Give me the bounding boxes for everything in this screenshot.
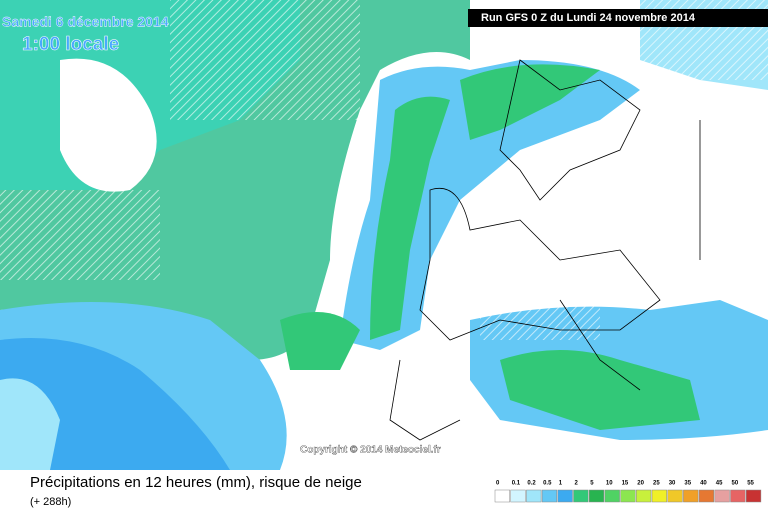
legend-label: 25 bbox=[653, 481, 660, 487]
legend-swatch bbox=[620, 489, 636, 503]
legend-swatch bbox=[698, 489, 715, 503]
legend-swatch bbox=[745, 489, 762, 503]
footer: Précipitations en 12 heures (mm), risque… bbox=[30, 474, 762, 508]
legend-label: 0.5 bbox=[543, 481, 552, 487]
legend-label: 2 bbox=[575, 481, 579, 487]
legend-label: 0.2 bbox=[527, 481, 536, 487]
borders bbox=[389, 59, 701, 441]
precip-area bbox=[0, 338, 230, 470]
legend-swatch bbox=[651, 489, 667, 503]
legend-swatch bbox=[494, 489, 510, 503]
legend-label: 15 bbox=[622, 481, 629, 487]
legend-swatch bbox=[683, 489, 699, 503]
map: Run GFS 0 Z du Lundi 24 novembre 2014 Sa… bbox=[0, 0, 768, 470]
legend-swatch bbox=[557, 489, 573, 503]
legend-label: 50 bbox=[732, 481, 739, 487]
footer-lead: (+ 288h) bbox=[30, 496, 71, 508]
legend-label: 0 bbox=[496, 481, 500, 487]
snow-hatch bbox=[0, 0, 768, 340]
legend-swatch bbox=[510, 489, 526, 503]
date-label: Samedi 6 décembre 2014 bbox=[2, 14, 169, 30]
legend-swatch bbox=[714, 489, 730, 503]
dry-area bbox=[60, 58, 157, 192]
legend-label: 20 bbox=[637, 481, 644, 487]
legend-swatch bbox=[588, 489, 605, 503]
precip-area bbox=[500, 350, 700, 430]
legend-label: 55 bbox=[747, 481, 754, 487]
legend-swatch bbox=[573, 489, 589, 503]
run-box bbox=[468, 9, 768, 27]
legend-label: 5 bbox=[590, 481, 594, 487]
legend-label: 30 bbox=[669, 481, 676, 487]
legend-label: 40 bbox=[700, 481, 707, 487]
legend-swatch bbox=[526, 489, 542, 503]
legend-label: 0.1 bbox=[512, 481, 521, 487]
legend-swatch bbox=[604, 489, 620, 503]
copyright: Copyright © 2014 Meteociel.fr bbox=[300, 445, 441, 456]
run-label: Run GFS 0 Z du Lundi 24 novembre 2014 bbox=[481, 12, 696, 24]
precip-area bbox=[460, 64, 600, 140]
legend-label: 1 bbox=[559, 481, 563, 487]
legend-label: 45 bbox=[716, 481, 723, 487]
legend-swatch bbox=[667, 489, 683, 503]
legend-label: 10 bbox=[606, 481, 613, 487]
footer-title: Précipitations en 12 heures (mm), risque… bbox=[30, 474, 362, 491]
precip-area bbox=[280, 312, 360, 370]
legend-swatch bbox=[541, 489, 558, 503]
legend-label: 35 bbox=[684, 481, 691, 487]
precip-area bbox=[370, 96, 450, 341]
legend-swatch bbox=[730, 489, 746, 503]
legend-swatch bbox=[636, 489, 652, 503]
precip-area bbox=[0, 378, 60, 470]
time-label: 1:00 locale bbox=[22, 34, 119, 55]
